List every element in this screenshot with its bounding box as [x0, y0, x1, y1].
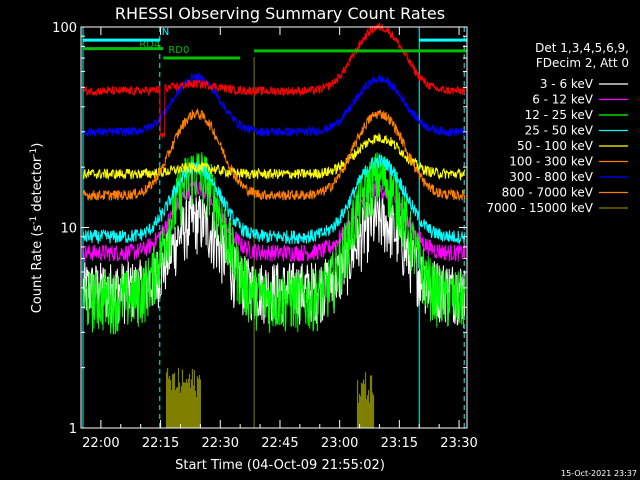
series-line-4 — [82, 133, 466, 181]
series-line-5 — [82, 108, 466, 202]
legend-header-line-1: Det 1,3,4,5,6,9, — [535, 41, 629, 55]
legend-header-line-2: FDecim 2, Att 0 — [536, 56, 629, 70]
legend-entry-label: 300 - 800 keV — [509, 170, 593, 184]
legend-entry-label: 50 - 100 keV — [517, 139, 594, 153]
x-axis: 22:00 22:15 22:30 22:45 23:00 23:15 23:30 — [80, 27, 478, 451]
legend: Det 1,3,4,5,6,9, FDecim 2, Att 0 3 - 6 k… — [486, 41, 629, 215]
plot-area: RD4 RD0 N — [82, 23, 467, 428]
series-line-3 — [82, 153, 466, 245]
flag-label: RD4 — [139, 40, 160, 51]
x-tick-label: 22:45 — [261, 436, 298, 451]
legend-entry-label: 800 - 7000 keV — [502, 186, 594, 200]
flag-label: RD0 — [168, 45, 189, 56]
series-line-8 — [165, 367, 375, 428]
plot-frame — [80, 26, 468, 429]
chart-title: RHESSI Observing Summary Count Rates — [115, 4, 445, 23]
legend-entry-label: 3 - 6 keV — [540, 77, 594, 91]
x-axis-label: Start Time (04-Oct-09 21:55:02) — [175, 458, 385, 473]
legend-entry-label: 100 - 300 keV — [509, 155, 593, 169]
x-tick-label: 22:30 — [202, 436, 239, 451]
x-tick-label: 22:00 — [82, 436, 119, 451]
flag-label: N — [162, 27, 169, 38]
x-tick-label: 22:15 — [142, 436, 179, 451]
legend-entry-label: 7000 - 15000 keV — [486, 201, 593, 215]
footer-timestamp: 15-Oct-2021 23:37 — [561, 469, 637, 478]
y-axis-label-main: Count Rate (s — [30, 225, 45, 314]
y-axis-label: Count Rate (s-1 detector-1) — [29, 143, 45, 314]
y-tick-label: 100 — [52, 21, 77, 36]
x-tick-label: 23:15 — [381, 436, 418, 451]
y-axis-label-sup2: -1 — [29, 148, 39, 157]
legend-entry-label: 12 - 25 keV — [525, 108, 594, 122]
y-axis-label-sup1: -1 — [29, 216, 39, 225]
y-tick-label: 10 — [60, 222, 77, 237]
series-line-6 — [82, 72, 466, 138]
legend-entry-label: 6 - 12 keV — [532, 93, 594, 107]
y-axis-label-mid: detector — [30, 156, 45, 216]
y-axis: 1 10 100 — [52, 21, 467, 437]
legend-entry-label: 25 - 50 keV — [525, 124, 594, 138]
y-axis-label-end: ) — [30, 143, 45, 148]
y-tick-label: 1 — [69, 422, 77, 437]
x-tick-label: 23:00 — [321, 436, 358, 451]
x-tick-label: 23:30 — [440, 436, 477, 451]
series-line-2 — [82, 152, 466, 335]
